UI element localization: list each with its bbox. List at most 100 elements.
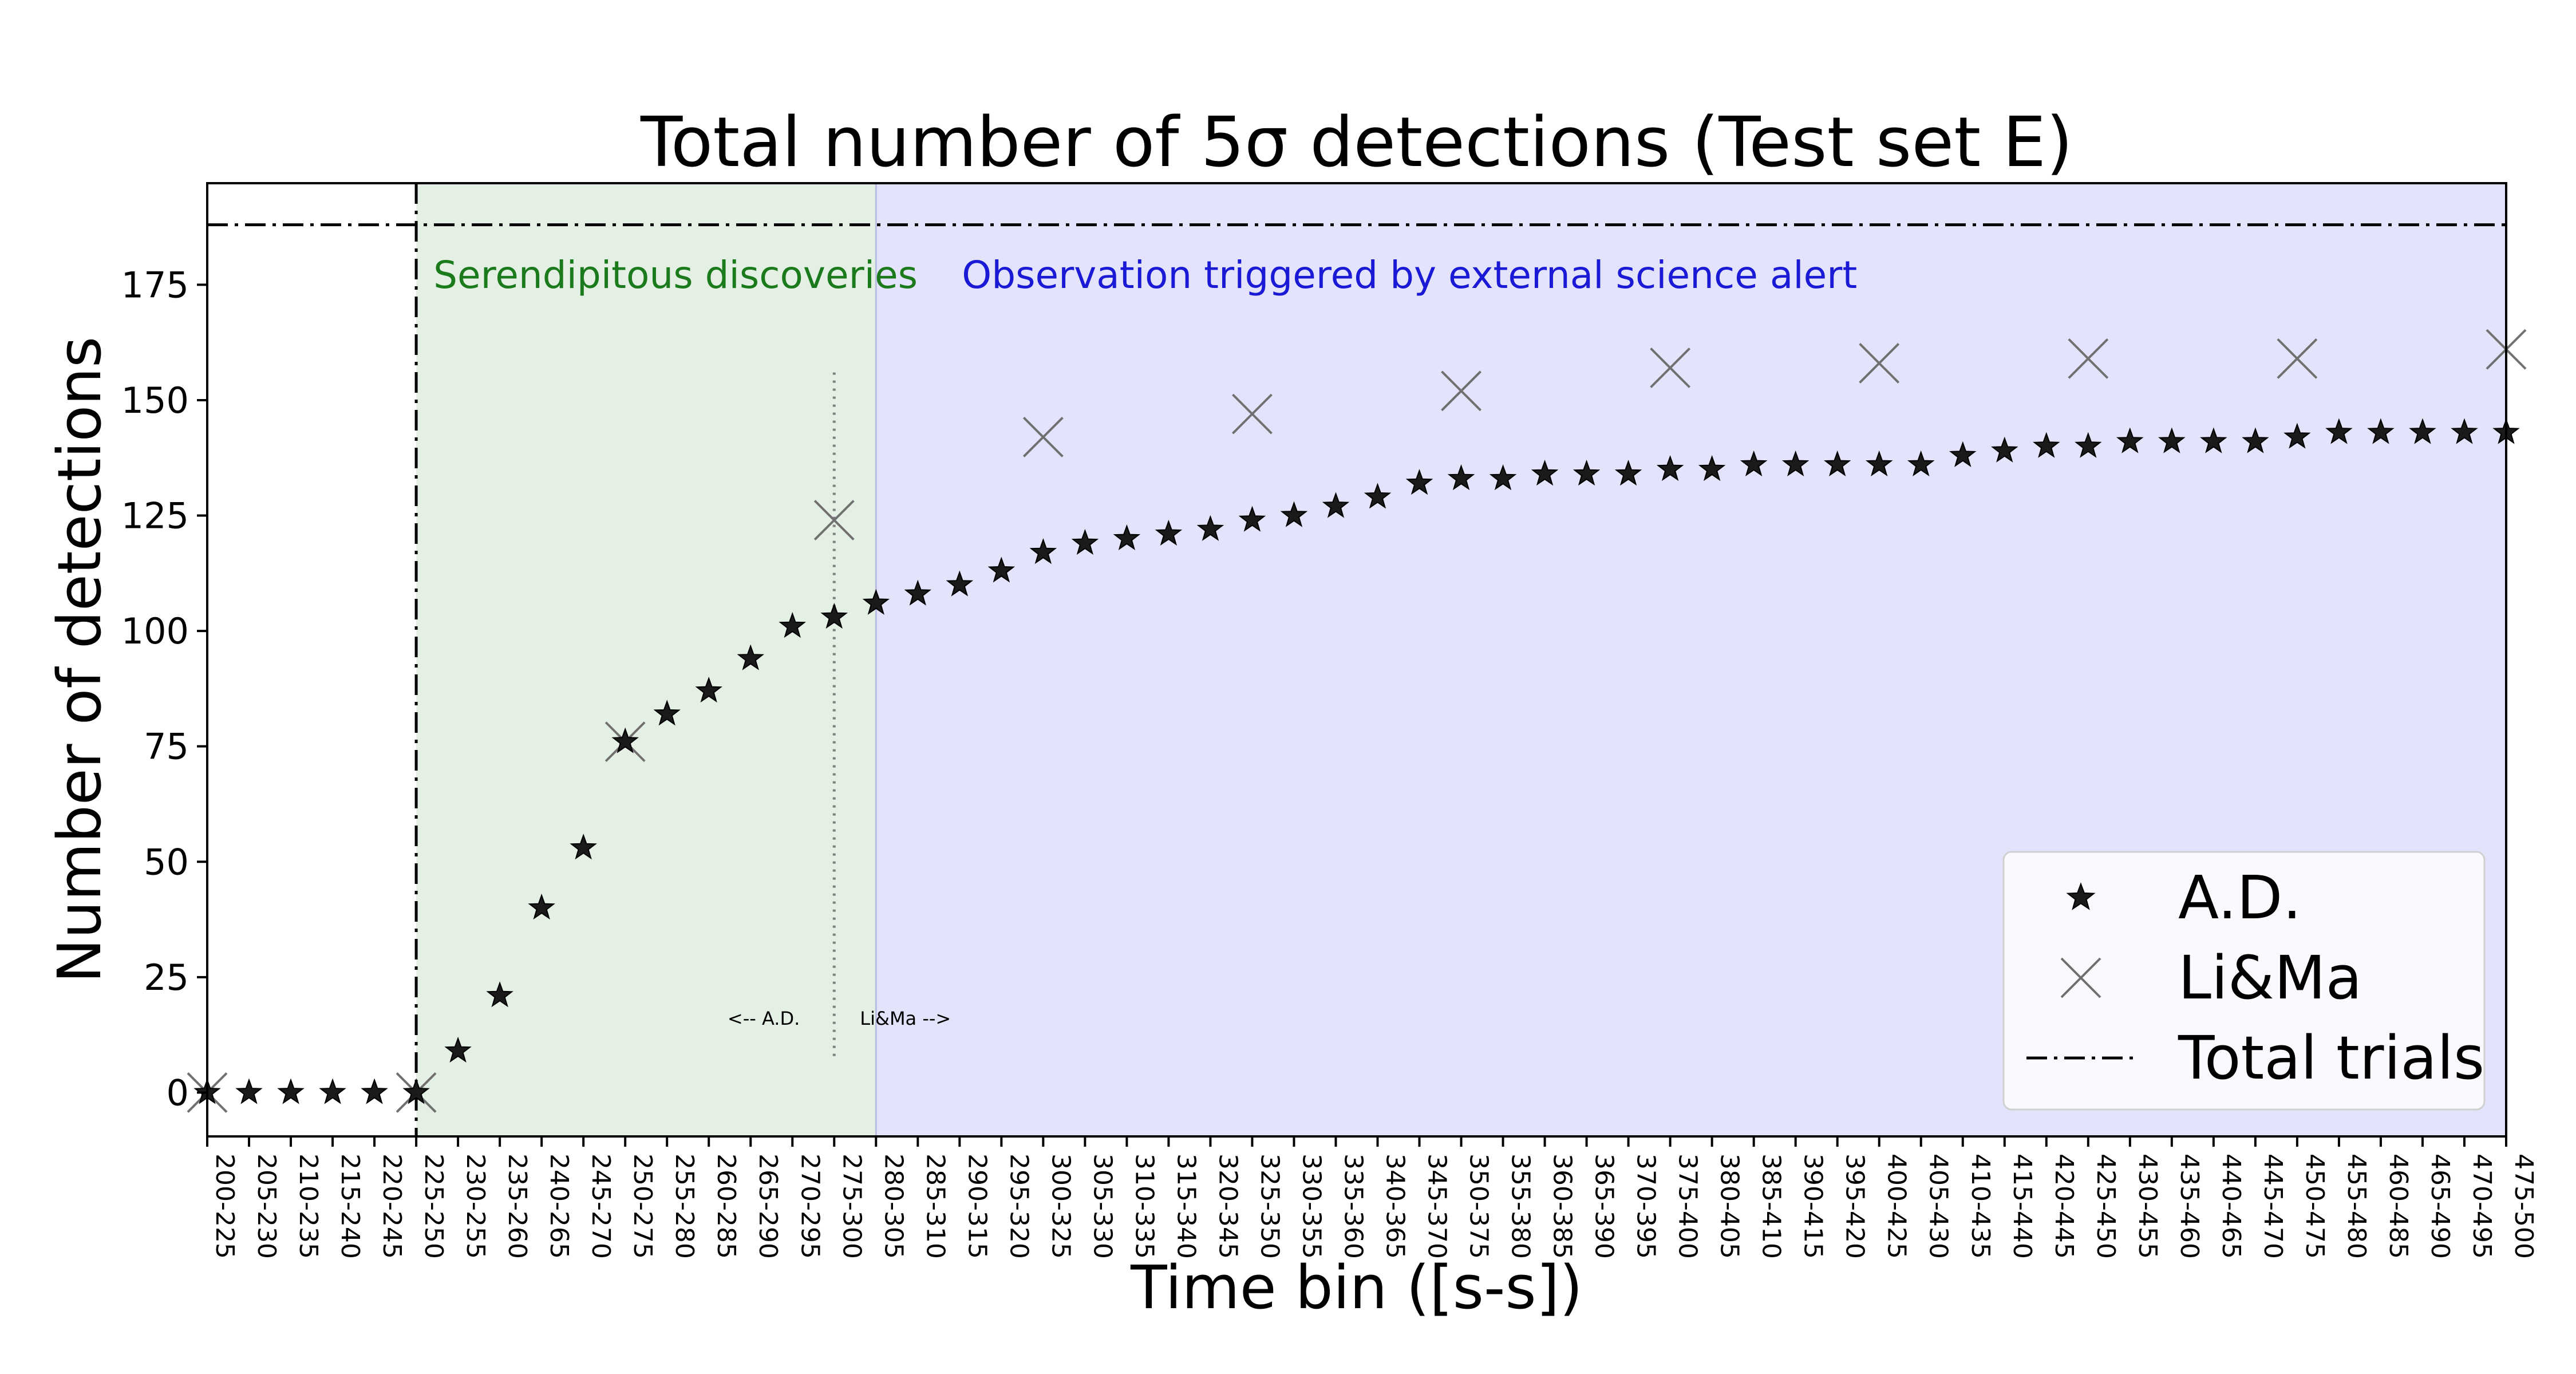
- ad-point: [402, 1078, 430, 1104]
- plot-frame: [206, 182, 2507, 1138]
- x-tick-label: 430-455: [2133, 1154, 2162, 1259]
- y-tick-label: 100: [121, 610, 189, 652]
- ad-point: [2242, 427, 2269, 453]
- legend-star-shape: [2066, 882, 2096, 910]
- x-tick-label: 420-445: [2049, 1154, 2079, 1259]
- ad-point: [653, 700, 681, 726]
- ad-point: [904, 579, 931, 606]
- region-label-serendipitous: Serendipitous discoveries: [433, 253, 918, 297]
- legend-star-symbol: [2066, 882, 2096, 910]
- x-tick-label: 330-355: [1297, 1154, 1326, 1259]
- ad-point: [2367, 418, 2395, 444]
- x-tick-label: 410-435: [1966, 1154, 1995, 1259]
- ad-point: [987, 556, 1016, 583]
- x-tick-label: 255-280: [670, 1154, 699, 1259]
- x-tick-label: 265-290: [753, 1154, 783, 1259]
- lima-point: [813, 500, 855, 541]
- ad-point: [1614, 460, 1642, 486]
- lima-point: [1859, 343, 1900, 384]
- crossover-right-label: Li&Ma -->: [860, 1008, 951, 1029]
- y-axis-label: Number of detections: [45, 337, 114, 983]
- x-tick-label: 320-345: [1213, 1154, 1242, 1259]
- x-tick-label: 370-395: [1631, 1154, 1661, 1259]
- legend-x-stroke-b: [2060, 957, 2101, 998]
- y-tick-label: 75: [144, 726, 189, 768]
- legend-x-symbol: [2060, 957, 2101, 998]
- chart-title: Total number of 5σ detections (Test set …: [640, 103, 2073, 183]
- ad-point: [2325, 418, 2353, 444]
- ad-point: [2116, 427, 2144, 453]
- x-axis-label: Time bin ([s-s]): [1130, 1253, 1583, 1322]
- lima-stroke-b: [1650, 348, 1691, 388]
- ad-point: [820, 602, 848, 629]
- ad-point: [1531, 460, 1559, 486]
- x-tick-label: 295-320: [1004, 1154, 1033, 1259]
- ad-point: [486, 981, 513, 1008]
- x-tick-label: 285-310: [920, 1154, 950, 1259]
- ad-point: [611, 727, 639, 753]
- x-tick-label: 340-365: [1381, 1154, 1410, 1259]
- ad-point: [570, 834, 597, 860]
- ad-point: [737, 644, 765, 670]
- lima-stroke-b: [2277, 338, 2318, 379]
- ad-point: [1155, 519, 1183, 546]
- x-tick-label: 290-315: [962, 1154, 991, 1259]
- lima-stroke-b: [813, 500, 855, 541]
- lima-point: [1650, 348, 1691, 388]
- x-tick-label: 405-430: [1924, 1154, 1953, 1259]
- x-tick-label: 415-440: [2008, 1154, 2037, 1259]
- y-axis: 0 25 50 75 100 125 150 175: [121, 264, 207, 1114]
- x-tick-label: 275-300: [837, 1154, 866, 1259]
- ad-point: [1405, 469, 1433, 495]
- lima-point: [1022, 417, 1064, 457]
- y-tick-label: 25: [144, 957, 189, 998]
- y-tick-label: 125: [121, 495, 189, 537]
- ad-point: [2200, 427, 2227, 453]
- ad-point: [528, 893, 555, 920]
- ad-point: [1865, 450, 1893, 477]
- x-tick-label: 455-480: [2342, 1154, 2371, 1259]
- x-tick-label: 355-380: [1506, 1154, 1535, 1259]
- y-tick-label: 50: [144, 841, 189, 883]
- ad-point: [1364, 483, 1392, 509]
- x-tick-label: 245-270: [586, 1154, 615, 1259]
- y-tick-label: 0: [167, 1072, 189, 1114]
- legend-label-total-trials: Total trials: [2178, 1023, 2484, 1093]
- x-tick-label: 235-260: [503, 1154, 532, 1259]
- x-tick-label: 345-370: [1423, 1154, 1452, 1259]
- ad-point: [946, 570, 974, 597]
- ad-point: [1573, 460, 1601, 486]
- y-tick-label: 150: [121, 380, 189, 421]
- ad-point: [277, 1078, 305, 1104]
- ad-point: [1113, 524, 1141, 550]
- lima-point: [1232, 393, 1273, 435]
- x-tick-label: 315-340: [1171, 1154, 1200, 1259]
- lima-stroke-b: [1859, 343, 1900, 384]
- x-tick-label: 445-470: [2258, 1154, 2287, 1259]
- ad-point: [1029, 538, 1057, 564]
- legend-label-ad: A.D.: [2178, 863, 2302, 933]
- ad-point: [1238, 506, 1266, 532]
- ad-point: [1991, 436, 2018, 463]
- x-tick-label: 380-405: [1715, 1154, 1744, 1259]
- ad-point: [2033, 432, 2060, 458]
- x-tick-label: 470-495: [2467, 1154, 2496, 1259]
- x-tick-label: 435-460: [2175, 1154, 2204, 1259]
- ad-point: [695, 676, 722, 703]
- legend: A.D. Li&Ma Total trials: [2002, 851, 2486, 1111]
- guide-lines: [207, 183, 2506, 1136]
- x-tick-label: 360-385: [1548, 1154, 1577, 1259]
- ad-point: [1322, 492, 1350, 518]
- lima-point: [2068, 338, 2109, 379]
- ad-point: [319, 1078, 346, 1104]
- x-tick-label: 260-285: [712, 1154, 741, 1259]
- x-tick-label: 280-305: [879, 1154, 908, 1259]
- ad-point: [2451, 418, 2478, 444]
- x-tick-label: 310-335: [1129, 1154, 1159, 1259]
- ad-point: [2283, 423, 2311, 449]
- ad-point: [862, 589, 890, 615]
- ad-point: [1949, 441, 1977, 467]
- x-tick-label: 465-490: [2425, 1154, 2455, 1259]
- x-tick-label: 300-325: [1046, 1154, 1075, 1259]
